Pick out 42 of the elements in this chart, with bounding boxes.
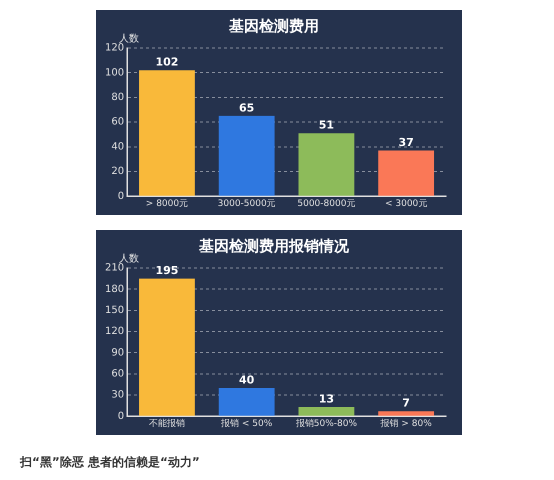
- y-tick-label: 80: [111, 92, 124, 103]
- data-label: 7: [402, 396, 410, 410]
- x-tick-label: > 8000元: [146, 198, 188, 209]
- y-tick-label: 60: [111, 368, 124, 380]
- bar: [298, 133, 354, 196]
- data-label: 40: [239, 373, 255, 386]
- y-tick-label: 30: [111, 390, 124, 401]
- bar: [218, 388, 275, 416]
- x-tick-label: 5000-8000元: [297, 198, 356, 209]
- chart-title: 基因检测费用报销情况: [198, 236, 350, 255]
- y-tick-label: 0: [118, 190, 124, 202]
- y-tick-label: 60: [111, 116, 124, 128]
- x-tick-label: 不能报销: [148, 418, 185, 429]
- x-tick-label: 报销 < 50%: [220, 418, 273, 429]
- x-tick-label: < 3000元: [384, 198, 428, 209]
- y-tick-label: 100: [104, 67, 124, 78]
- chart-title: 基因检测费用: [228, 16, 319, 35]
- bar: [378, 150, 434, 196]
- y-tick-label: 20: [111, 166, 124, 178]
- bar: [218, 116, 275, 196]
- bar: [139, 70, 195, 196]
- y-tick-label: 0: [118, 410, 124, 422]
- bar: [298, 407, 354, 416]
- x-tick-label: 3000-5000元: [218, 198, 276, 209]
- data-label: 102: [155, 56, 178, 69]
- y-tick-label: 180: [104, 284, 124, 295]
- y-tick-label: 120: [104, 42, 124, 54]
- text: 扫“黑”除恶 患者的信赖是“动力”: [20, 454, 200, 471]
- x-tick-label: 报销 > 80%: [379, 418, 432, 429]
- bar: [378, 411, 434, 416]
- data-label: 195: [155, 264, 178, 277]
- data-label: 51: [318, 118, 334, 132]
- y-tick-label: 120: [104, 326, 124, 338]
- data-label: 37: [398, 136, 414, 149]
- y-tick-label: 150: [104, 304, 124, 316]
- y-tick-label: 40: [111, 141, 124, 152]
- data-label: 65: [239, 101, 254, 114]
- y-tick-label: 90: [111, 347, 124, 358]
- data-label: 13: [318, 392, 334, 406]
- bar: [139, 278, 195, 416]
- x-tick-label: 报销50%-80%: [294, 418, 358, 429]
- y-tick-label: 210: [104, 262, 124, 274]
